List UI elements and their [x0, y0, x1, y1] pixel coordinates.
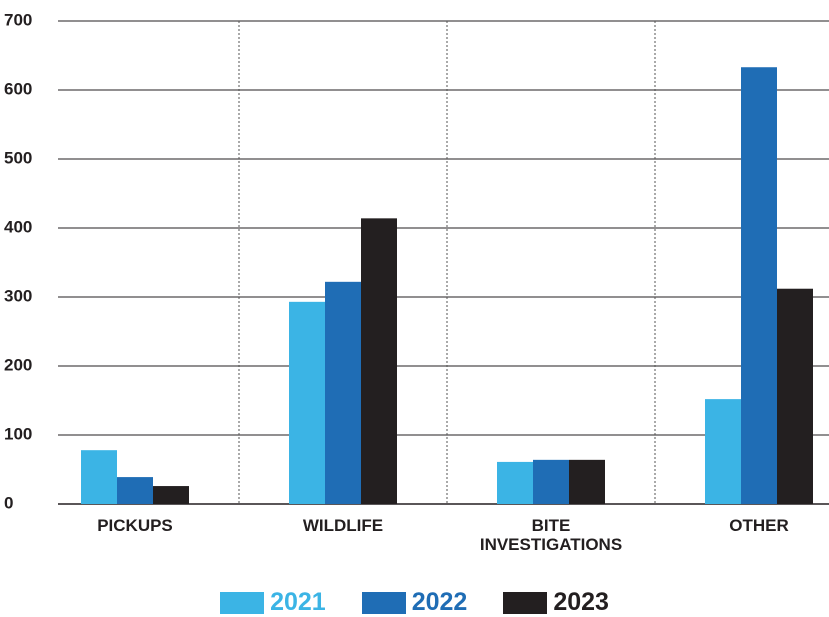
x-tick-label: OTHER: [729, 516, 789, 535]
legend-item: 2022: [361, 588, 468, 617]
y-tick-label: 200: [4, 355, 32, 374]
legend-label: 2022: [411, 588, 468, 616]
bar: [153, 486, 189, 504]
bar: [81, 450, 117, 504]
bar: [361, 218, 397, 504]
y-tick-label: 100: [4, 424, 32, 443]
bar: [497, 461, 533, 504]
legend-item: 2023: [503, 588, 609, 617]
y-tick-label: 400: [4, 217, 32, 236]
x-tick-label: BITE INVESTIGATIONS: [479, 516, 623, 554]
y-tick-label: 600: [4, 79, 32, 98]
bar: [569, 459, 605, 504]
bar: [777, 288, 813, 504]
legend-item: 2021: [220, 588, 326, 617]
bar: [705, 399, 741, 504]
legend: 2021 2022 2023: [0, 588, 829, 617]
y-tick-label: 0: [4, 493, 13, 512]
legend-swatch: [220, 591, 265, 614]
bar: [741, 67, 777, 504]
x-tick-label: WILDLIFE: [302, 516, 384, 535]
bar: [117, 477, 153, 504]
y-tick-label: 300: [4, 286, 32, 305]
bar: [289, 301, 325, 504]
legend-label: 2021: [270, 588, 326, 616]
bar: [325, 281, 361, 504]
legend-swatch: [503, 591, 548, 614]
y-tick-label: 700: [4, 10, 32, 29]
bar: [533, 459, 569, 504]
x-tick-label: PICKUPS: [97, 516, 173, 535]
y-tick-label: 500: [4, 148, 32, 167]
legend-swatch: [361, 591, 406, 614]
legend-label: 2023: [553, 588, 609, 616]
